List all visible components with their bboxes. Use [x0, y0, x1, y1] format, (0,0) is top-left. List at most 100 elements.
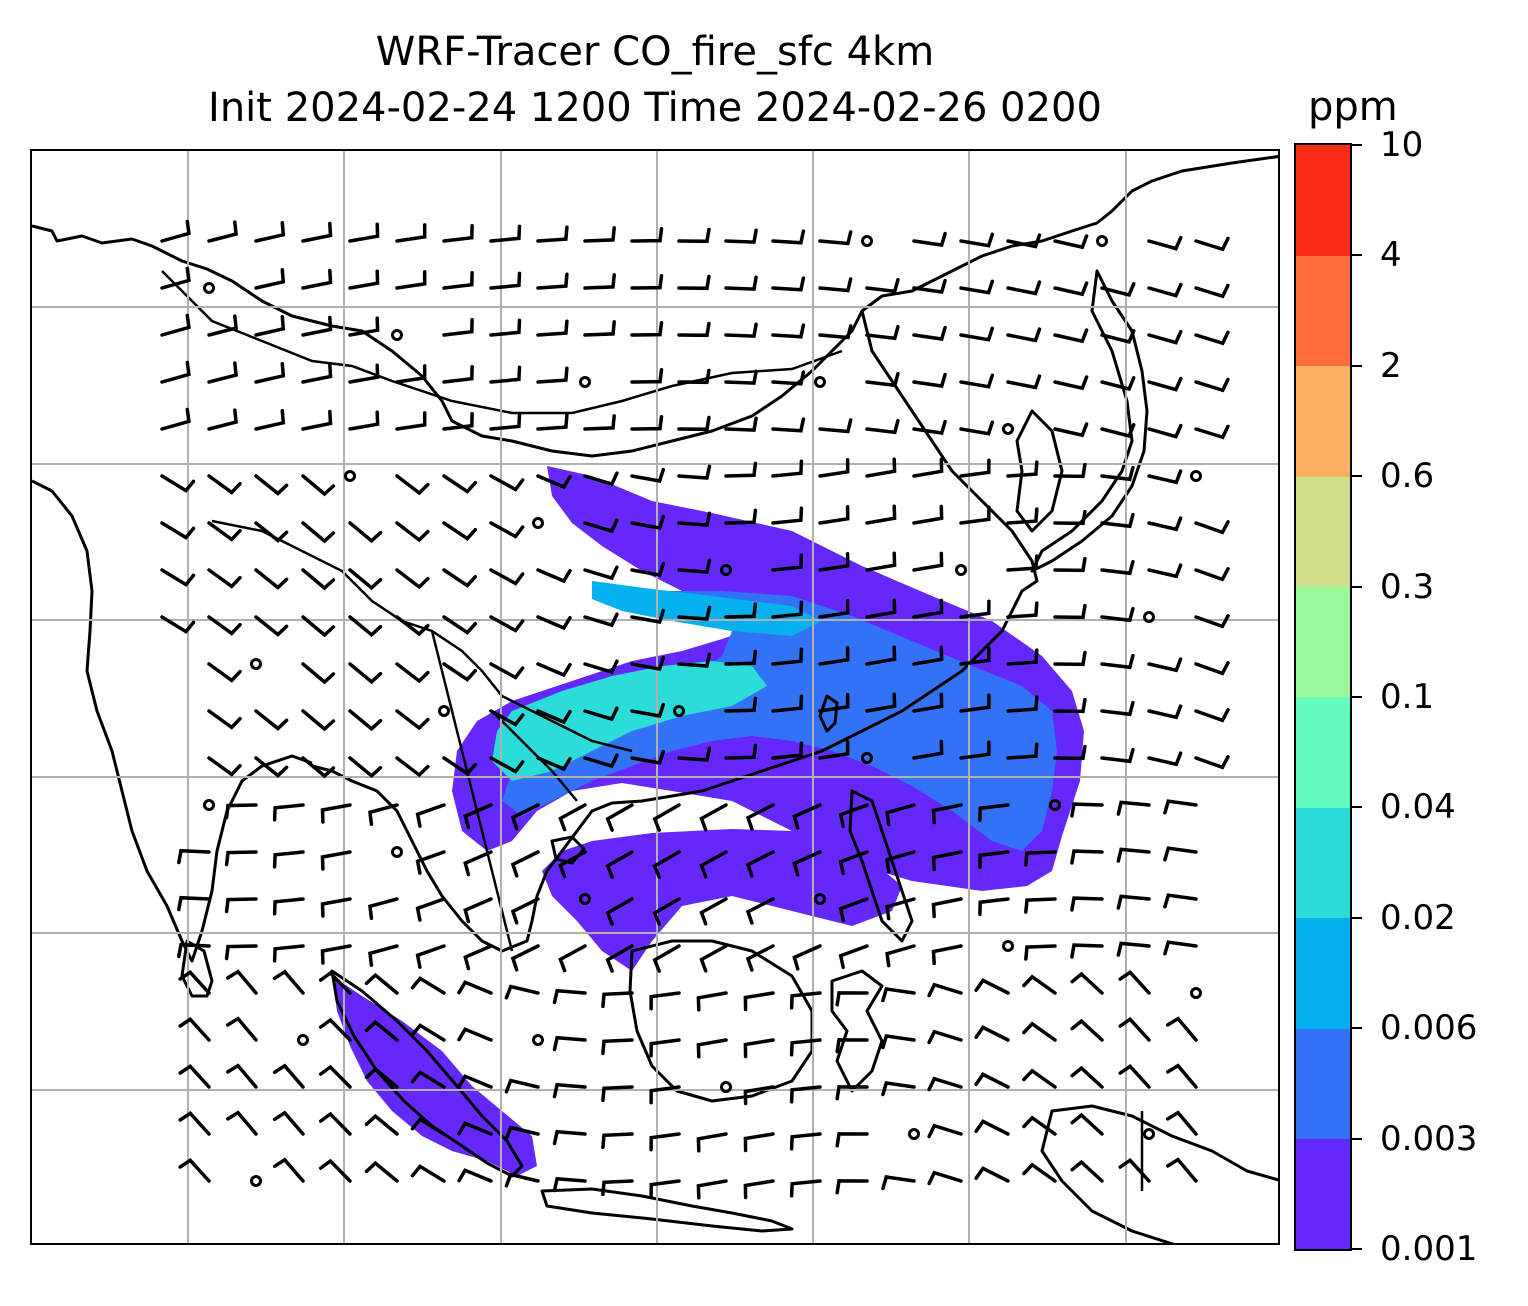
wind-barb: [630, 367, 664, 384]
wind-barb: [1022, 1115, 1057, 1136]
wind-barb: [959, 279, 995, 295]
wind-barb: [1194, 755, 1230, 770]
wind-barb: [301, 315, 333, 337]
wind-barb: [978, 803, 1010, 822]
wind-barb: [771, 229, 806, 245]
colorbar-tick-label: 0.001: [1380, 1229, 1478, 1269]
wind-barb: [583, 226, 616, 243]
wind-barb: [1006, 648, 1039, 666]
wind-barb: [1022, 1021, 1057, 1042]
wind-barb-calm: [720, 564, 732, 576]
wind-barb: [630, 702, 666, 718]
wind-barb: [489, 662, 525, 680]
wind-barb: [792, 850, 822, 877]
wind-barb: [1100, 376, 1136, 391]
wind-barb: [838, 803, 869, 829]
wind-barb: [1194, 330, 1230, 346]
wind-barb: [489, 615, 525, 633]
wind-barb: [1100, 329, 1136, 344]
wind-barb: [552, 1035, 587, 1052]
wind-barb: [1006, 327, 1042, 343]
wind-barb: [605, 897, 634, 926]
wind-barb: [254, 521, 289, 543]
wind-barb: [1147, 563, 1183, 579]
wind-barb: [489, 709, 525, 727]
wind-barb: [677, 464, 712, 480]
wind-barb: [771, 459, 804, 478]
wind-barb: [885, 897, 916, 921]
wind-barb: [395, 223, 427, 243]
wind-barb: [1053, 375, 1089, 391]
wind-barb: [364, 1160, 399, 1183]
wind-barb: [536, 568, 572, 584]
wind-barb: [1118, 1063, 1151, 1089]
wind-barb: [410, 976, 446, 995]
wind-barb: [1006, 601, 1039, 619]
wind-barb: [226, 1110, 258, 1136]
wind-barb: [865, 598, 897, 619]
wind-barb: [463, 897, 493, 924]
wind-barb-calm: [861, 752, 873, 764]
wind-barb: [552, 1129, 587, 1146]
wind-barb: [224, 850, 258, 867]
wind-barb: [771, 694, 804, 713]
wind-barb: [601, 1179, 634, 1197]
wind-barb: [912, 278, 947, 294]
wind-barb: [1006, 460, 1039, 478]
colorbar-tick-mark: [1352, 144, 1362, 146]
wind-barb: [959, 740, 991, 760]
wind-barb: [1100, 282, 1136, 297]
wind-barb: [558, 944, 587, 973]
wind-barb: [1116, 800, 1151, 816]
wind-barb: [912, 598, 944, 619]
colorbar-tick-mark: [1352, 916, 1362, 919]
wind-barb: [881, 1081, 916, 1097]
wind-barb: [792, 944, 822, 971]
wind-barb: [395, 270, 427, 290]
wind-barb: [489, 521, 525, 539]
wind-barb: [463, 850, 493, 877]
coastline-india: [32, 479, 313, 963]
wind-barb: [442, 662, 478, 682]
wind-barb: [743, 1132, 775, 1153]
wind-barb-calm: [673, 705, 685, 717]
wind-barb: [959, 646, 991, 666]
wind-barb: [272, 944, 305, 963]
colorbar-segment: [1296, 145, 1350, 256]
wind-barb: [771, 323, 806, 339]
wind-barb: [1116, 941, 1151, 957]
colorbar-tick-label: 2: [1380, 345, 1402, 386]
wind-barb: [272, 1110, 305, 1136]
wind-barb: [583, 273, 616, 290]
wind-barb: [552, 1082, 587, 1099]
wind-barb: [1070, 849, 1104, 865]
wind-barb-calm: [391, 846, 403, 858]
wind-barb: [301, 709, 336, 732]
wind-barb: [1100, 423, 1136, 438]
wind-barb: [442, 270, 474, 290]
wind-barb: [583, 471, 619, 487]
wind-barb: [254, 568, 289, 590]
wind-barb: [677, 274, 711, 291]
wind-barb: [442, 223, 474, 243]
wind-barb: [320, 850, 352, 871]
wind-barb: [207, 615, 242, 636]
colorbar-segment: [1296, 586, 1350, 698]
wind-barb: [1024, 850, 1057, 867]
wind-barb: [1070, 1065, 1104, 1089]
wind-barb: [649, 1179, 681, 1199]
wind-barb: [1166, 1016, 1198, 1042]
wind-barb: [978, 850, 1010, 869]
wind-barb: [318, 970, 352, 995]
wind-barb: [254, 315, 286, 337]
wind-barb: [1163, 846, 1198, 862]
wind-barb: [771, 417, 806, 433]
wind-barb: [959, 373, 995, 389]
wind-barb-calm: [391, 329, 403, 341]
wind-barb: [835, 1132, 869, 1148]
wind-barb: [1100, 606, 1135, 623]
wind-barb: [368, 944, 399, 967]
wind-barb: [254, 221, 286, 243]
wind-barb: [348, 756, 383, 779]
wind-barb-calm: [861, 235, 873, 247]
